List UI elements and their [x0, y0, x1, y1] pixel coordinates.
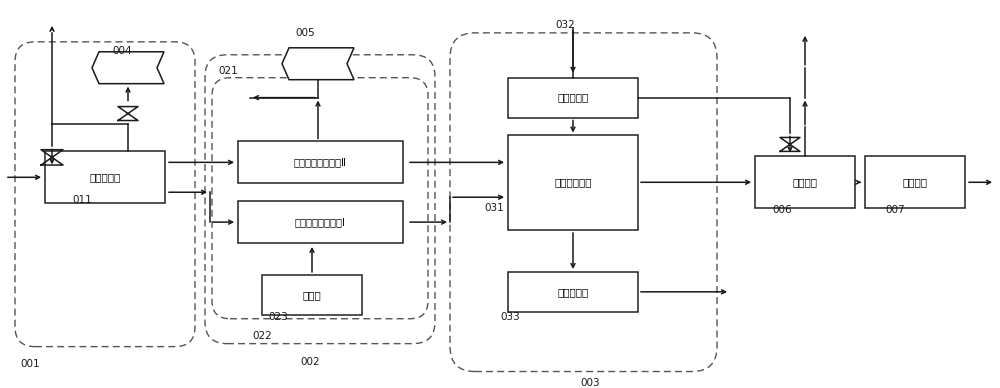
FancyBboxPatch shape [508, 272, 638, 312]
Text: 032: 032 [555, 20, 575, 30]
Text: 冷凝水冷却器: 冷凝水冷却器 [554, 177, 592, 187]
Text: 废液输出泵: 废液输出泵 [557, 287, 589, 297]
Text: 022: 022 [252, 331, 272, 341]
Polygon shape [282, 48, 354, 80]
Text: 输水装置: 输水装置 [902, 177, 928, 187]
Text: 031: 031 [484, 203, 504, 213]
Text: 003: 003 [580, 378, 600, 388]
Text: 004: 004 [112, 46, 132, 56]
Text: 储水装置: 储水装置 [793, 177, 818, 187]
Text: 007: 007 [885, 205, 905, 215]
Polygon shape [92, 52, 164, 84]
FancyBboxPatch shape [508, 78, 638, 118]
FancyBboxPatch shape [238, 142, 403, 183]
Text: 033: 033 [500, 312, 520, 322]
Text: 005: 005 [295, 28, 315, 38]
Text: 冷凝水热量回收器Ⅰ: 冷凝水热量回收器Ⅰ [295, 217, 345, 227]
Text: 预热器: 预热器 [303, 290, 321, 300]
FancyBboxPatch shape [865, 156, 965, 208]
FancyBboxPatch shape [755, 156, 855, 208]
FancyBboxPatch shape [238, 201, 403, 243]
Text: 006: 006 [772, 205, 792, 215]
FancyBboxPatch shape [45, 151, 165, 203]
Text: 021: 021 [218, 66, 238, 76]
Text: 023: 023 [268, 312, 288, 322]
Text: 蒸汽回收器: 蒸汽回收器 [89, 172, 121, 182]
Text: 001: 001 [20, 359, 40, 369]
Text: 002: 002 [300, 357, 320, 367]
Text: 冷凝水热量回收器Ⅱ: 冷凝水热量回收器Ⅱ [294, 158, 346, 167]
FancyBboxPatch shape [508, 135, 638, 230]
Text: 废液输入泵: 废液输入泵 [557, 93, 589, 102]
Text: 011: 011 [72, 195, 92, 205]
FancyBboxPatch shape [262, 275, 362, 315]
